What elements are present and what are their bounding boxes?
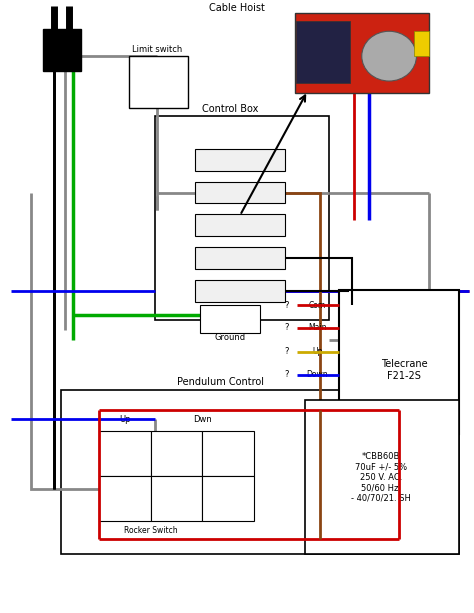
Text: Main: Main bbox=[308, 324, 327, 332]
Text: G: G bbox=[173, 449, 180, 458]
Ellipse shape bbox=[362, 31, 417, 81]
Bar bbox=[195, 149, 285, 170]
Text: Ground: Ground bbox=[214, 333, 246, 342]
Text: E: E bbox=[122, 449, 128, 458]
Text: B: B bbox=[237, 188, 243, 197]
Text: ?: ? bbox=[285, 370, 289, 379]
Bar bbox=[43, 29, 81, 71]
Text: J: J bbox=[175, 493, 178, 503]
Bar bbox=[155, 116, 329, 320]
Bar bbox=[339, 290, 459, 435]
Bar bbox=[61, 390, 459, 554]
Text: Down: Down bbox=[307, 370, 328, 379]
Text: E: E bbox=[237, 286, 243, 295]
Bar bbox=[305, 400, 459, 554]
Text: Up: Up bbox=[312, 348, 323, 356]
Bar bbox=[195, 280, 285, 302]
Bar bbox=[99, 432, 151, 476]
Bar bbox=[202, 476, 254, 521]
Text: Dwn: Dwn bbox=[193, 415, 211, 424]
Text: Cable Hoist: Cable Hoist bbox=[209, 3, 265, 13]
Bar bbox=[99, 476, 151, 521]
Bar bbox=[414, 31, 429, 56]
Text: ?: ? bbox=[285, 300, 289, 310]
Bar bbox=[200, 305, 260, 333]
Bar bbox=[128, 56, 188, 108]
Text: Limit switch: Limit switch bbox=[132, 45, 182, 54]
Bar bbox=[195, 247, 285, 269]
Text: ?: ? bbox=[285, 348, 289, 356]
Bar bbox=[151, 476, 202, 521]
Bar bbox=[202, 432, 254, 476]
Text: Com: Com bbox=[309, 300, 326, 310]
Text: ?: ? bbox=[285, 324, 289, 332]
Text: I: I bbox=[123, 493, 126, 503]
Text: Pendulum Control: Pendulum Control bbox=[177, 376, 264, 387]
Text: A: A bbox=[237, 155, 243, 164]
Text: C: C bbox=[237, 221, 243, 230]
Bar bbox=[195, 181, 285, 204]
Text: Up: Up bbox=[119, 415, 130, 424]
Bar bbox=[295, 13, 429, 93]
Text: Telecrane
F21-2S: Telecrane F21-2S bbox=[381, 359, 428, 381]
Text: H: H bbox=[225, 449, 231, 458]
Bar bbox=[296, 21, 350, 83]
Bar bbox=[151, 432, 202, 476]
Text: K: K bbox=[225, 493, 231, 503]
Text: Rocker Switch: Rocker Switch bbox=[124, 527, 177, 536]
Text: *CBB60B
70uF +/- 5%
250 V. AC.
50/60 Hz.
- 40/70/21. SH: *CBB60B 70uF +/- 5% 250 V. AC. 50/60 Hz.… bbox=[351, 452, 411, 503]
Text: D: D bbox=[237, 254, 243, 263]
Text: Control Box: Control Box bbox=[202, 104, 258, 114]
Bar bbox=[195, 215, 285, 237]
